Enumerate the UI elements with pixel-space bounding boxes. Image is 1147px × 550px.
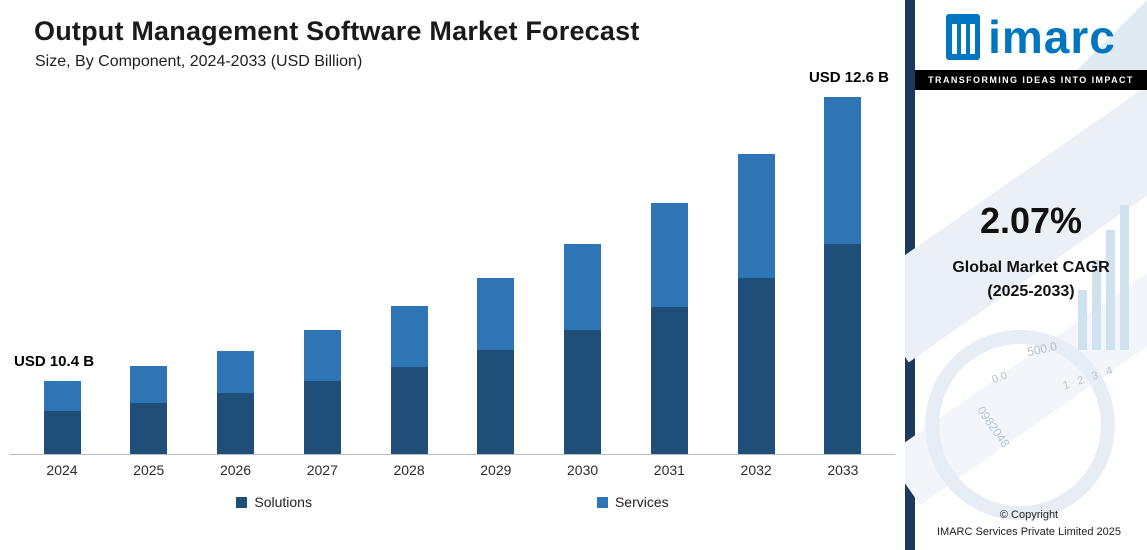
bar-group-2027	[286, 330, 358, 454]
services-segment	[130, 366, 168, 403]
bars-row: USD 10.4 B USD 12.6 B	[10, 69, 895, 455]
x-axis-label-2024: 2024	[46, 462, 78, 478]
x-axis-label-2026: 2026	[219, 462, 252, 478]
x-axis-labels: 2024 2025 2026 2027 2028 2029 2030 2031 2032 2033	[10, 455, 895, 478]
annotation-2024: USD 10.4 B	[14, 353, 95, 370]
solutions-segment	[43, 411, 81, 454]
services-segment	[43, 381, 81, 411]
services-swatch-icon	[596, 496, 608, 508]
solutions-segment	[650, 307, 688, 454]
stacked-bar-2032	[737, 154, 775, 454]
services-segment	[824, 97, 862, 244]
stacked-bar-2031	[650, 203, 688, 454]
solutions-segment	[390, 367, 428, 454]
solutions-segment	[737, 278, 775, 454]
mini-bar-chart-decor	[1078, 205, 1129, 350]
stacked-bar-2024	[43, 381, 81, 454]
chart-panel: Output Management Software Market Foreca…	[0, 16, 905, 510]
x-axis-label-2032: 2032	[740, 462, 772, 478]
x-axis-label-2030: 2030	[567, 462, 599, 478]
legend-item-services: Services	[596, 494, 669, 510]
legend: Solutions Services	[0, 494, 905, 510]
copyright-line2: IMARC Services Private Limited 2025	[936, 525, 1121, 538]
legend-item-solutions: Solutions	[236, 494, 312, 510]
services-segment	[477, 278, 515, 350]
cagr-label: Global Market CAGR (2025-2033)	[915, 256, 1147, 304]
bar-group-2026	[200, 351, 272, 454]
annotation-2033: USD 12.6 B	[808, 69, 889, 86]
copyright-note: © Copyright IMARC Services Private Limit…	[915, 507, 1143, 540]
x-axis-label-2029: 2029	[480, 462, 512, 478]
solutions-segment	[130, 403, 168, 454]
x-axis-label-2028: 2028	[393, 462, 425, 478]
corner-triangle-decor	[1077, 0, 1147, 70]
services-segment	[650, 203, 688, 307]
x-axis-label-2031: 2031	[653, 462, 685, 478]
imarc-logo: imarc	[915, 0, 1147, 60]
bar-group-2032	[720, 154, 792, 454]
x-axis-label-2033: 2033	[827, 462, 859, 478]
brand-sidebar: 500.0 0.0 1 2 3 4 0982048 imarc TRANSFOR…	[905, 0, 1147, 550]
x-axis-label-2027: 2027	[306, 462, 338, 478]
solutions-segment	[477, 350, 515, 454]
chart-area: USD 10.4 B USD 12.6 B 2024 2025 2026 2027 20…	[10, 69, 895, 478]
stacked-bar-2030	[564, 244, 602, 454]
services-segment	[390, 306, 428, 367]
solutions-segment	[303, 381, 341, 454]
chart-subtitle: Size, By Component, 2024-2033 (USD Billi…	[35, 53, 363, 70]
solutions-swatch-icon	[236, 496, 248, 508]
cagr-label-line1: Global Market CAGR	[952, 259, 1110, 276]
services-segment	[217, 351, 255, 393]
bar-group-2025	[113, 366, 185, 454]
imarc-logo-text: imarc	[988, 11, 1116, 63]
legend-label-services: Services	[614, 494, 669, 510]
x-axis-label-2025: 2025	[133, 462, 165, 478]
stacked-bar-2025	[130, 366, 168, 454]
services-segment	[303, 330, 341, 381]
legend-label-solutions: Solutions	[254, 494, 312, 510]
services-segment	[564, 244, 602, 330]
bar-group-2031	[633, 203, 705, 454]
bar-group-2030	[547, 244, 619, 454]
solutions-segment	[564, 330, 602, 454]
services-segment	[737, 154, 775, 278]
bar-group-2028	[373, 306, 445, 454]
solutions-segment	[824, 244, 862, 454]
copyright-line1: © Copyright	[999, 509, 1059, 521]
cagr-value: 2.07%	[979, 200, 1083, 241]
bar-group-2033	[807, 97, 879, 454]
brand-tagline: TRANSFORMING IDEAS INTO IMPACT	[915, 70, 1147, 90]
stacked-bar-2029	[477, 278, 515, 454]
bar-group-2024	[26, 381, 98, 454]
solutions-segment	[217, 393, 255, 454]
bar-group-2029	[460, 278, 532, 454]
stacked-bar-2027	[303, 330, 341, 454]
cagr-label-line2: (2025-2033)	[987, 283, 1075, 300]
stacked-bar-2028	[390, 306, 428, 454]
chart-title: Output Management Software Market Foreca…	[34, 16, 640, 46]
imarc-logo-icon	[946, 14, 981, 60]
stacked-bar-2033	[824, 97, 862, 454]
stacked-bar-2026	[217, 351, 255, 454]
